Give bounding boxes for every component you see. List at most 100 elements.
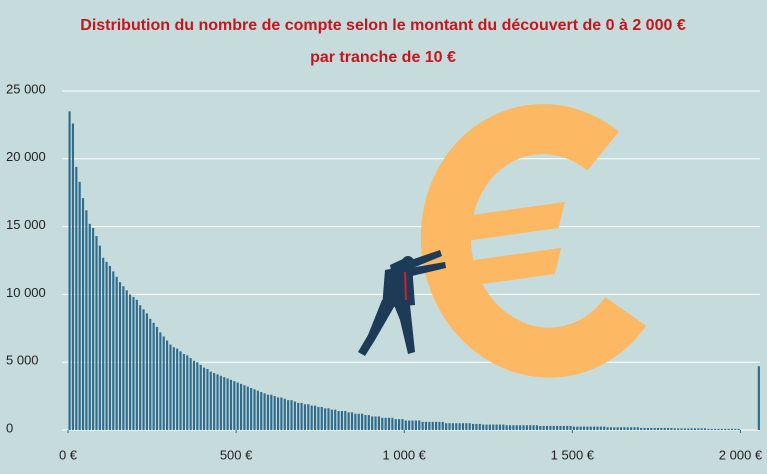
bar — [307, 404, 310, 430]
bar — [263, 393, 266, 430]
bar — [159, 332, 162, 430]
bar — [367, 415, 370, 430]
euro-bar — [457, 247, 562, 288]
bar — [485, 424, 488, 430]
bar — [465, 423, 468, 430]
bar — [330, 409, 333, 430]
bar — [300, 402, 303, 430]
bar — [519, 425, 522, 430]
bar — [149, 318, 152, 430]
bar — [663, 427, 666, 430]
bar — [522, 425, 525, 430]
bar — [438, 421, 441, 430]
bar — [246, 386, 249, 430]
bar — [108, 265, 112, 430]
bar — [650, 427, 653, 430]
bar — [734, 428, 737, 430]
bar — [377, 416, 380, 430]
bar — [129, 294, 132, 430]
bar — [95, 236, 98, 430]
bar — [236, 382, 239, 430]
bar — [633, 427, 636, 430]
bar — [525, 425, 528, 430]
bar — [441, 421, 444, 430]
y-tick-label: 25 000 — [6, 81, 46, 96]
bar — [364, 415, 367, 430]
bar — [656, 427, 660, 430]
bar — [216, 374, 219, 430]
bar — [401, 419, 404, 430]
bar — [112, 271, 115, 430]
bar — [98, 245, 101, 430]
bar — [488, 424, 491, 430]
bar — [303, 404, 307, 430]
bar — [461, 423, 465, 430]
bar — [414, 420, 417, 430]
bar — [566, 425, 569, 430]
bar — [75, 166, 78, 430]
y-tick-label: 5 000 — [6, 353, 39, 368]
bar — [582, 426, 586, 430]
bar — [283, 398, 286, 430]
bar — [408, 420, 411, 430]
bar — [162, 336, 165, 430]
bar — [720, 428, 723, 430]
bar — [270, 394, 273, 430]
bar — [703, 428, 707, 430]
bar — [690, 428, 693, 430]
bar — [586, 426, 589, 430]
bar — [233, 381, 236, 430]
bar — [102, 257, 105, 430]
chart-subtitle: par tranche de 10 € — [310, 49, 456, 66]
bar — [206, 368, 209, 430]
bar — [660, 427, 663, 430]
bar — [139, 305, 142, 430]
bar — [122, 286, 125, 430]
bar — [677, 428, 680, 430]
bar — [498, 424, 502, 430]
euro-bar — [451, 201, 565, 243]
bar — [623, 427, 626, 430]
x-tick-label: 500 € — [220, 447, 253, 462]
bar — [226, 378, 229, 430]
bar — [361, 413, 364, 430]
bar — [68, 111, 71, 430]
bar — [502, 424, 505, 430]
bar — [317, 406, 320, 430]
bar — [666, 427, 670, 430]
bar — [334, 409, 337, 430]
head — [402, 256, 414, 268]
bar — [145, 313, 148, 430]
bar — [313, 405, 317, 430]
bar — [213, 373, 216, 430]
bar — [724, 428, 727, 430]
bar — [482, 424, 485, 430]
bar — [693, 428, 697, 430]
bar — [569, 425, 572, 430]
bar — [250, 387, 253, 430]
y-tick-label: 15 000 — [6, 217, 46, 232]
bar — [616, 427, 619, 430]
bar — [451, 423, 454, 430]
bar — [640, 427, 643, 430]
tie — [404, 271, 407, 301]
bar — [428, 421, 431, 430]
bar — [606, 427, 609, 430]
euro-arc — [420, 104, 647, 378]
bar — [495, 424, 498, 430]
bar — [256, 390, 259, 430]
bar — [552, 425, 555, 430]
bar — [81, 198, 85, 430]
bar — [529, 425, 532, 430]
bar — [532, 425, 535, 430]
bar — [176, 348, 179, 430]
bar — [683, 428, 686, 430]
bars — [68, 111, 760, 430]
bar — [431, 421, 434, 430]
bar — [458, 423, 461, 430]
bar — [350, 412, 354, 430]
bar — [630, 427, 633, 430]
bar — [411, 420, 414, 430]
